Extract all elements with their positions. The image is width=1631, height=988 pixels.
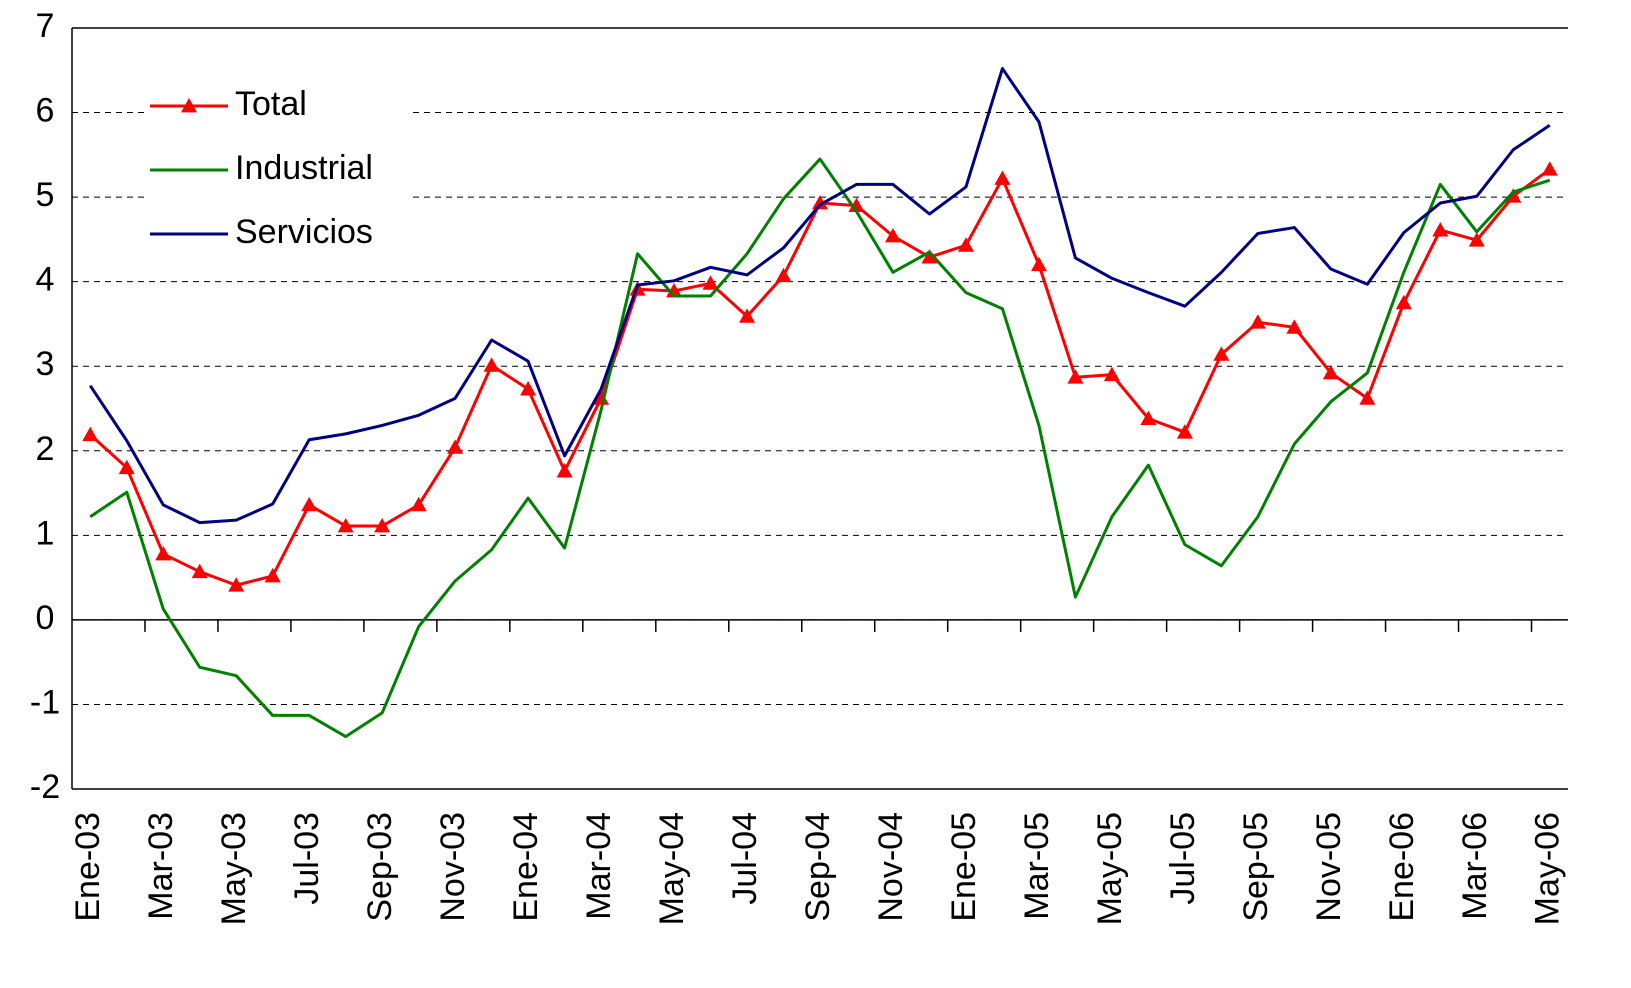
data-point (1030, 256, 1047, 272)
x-tick-label: May-04 (653, 812, 691, 925)
data-point (812, 195, 828, 210)
legend-label: Servicios (235, 213, 373, 251)
data-point (739, 308, 756, 323)
x-tick-label: Jul-03 (288, 812, 326, 905)
data-point (337, 518, 354, 533)
data-point (593, 390, 610, 405)
legend-label: Total (235, 85, 307, 123)
data-point (1286, 319, 1303, 334)
legend-label: Industrial (235, 149, 373, 187)
data-point (1140, 410, 1157, 426)
x-tick-label: Nov-05 (1310, 812, 1348, 922)
data-point (228, 577, 245, 592)
data-point (264, 567, 281, 583)
x-tick-label: Nov-04 (872, 812, 910, 922)
data-point (191, 563, 208, 579)
data-point (374, 518, 391, 533)
x-tick-label: Ene-05 (945, 812, 983, 922)
y-tick-label: 4 (36, 261, 55, 299)
data-point (848, 197, 865, 212)
x-tick-label: Mar-03 (142, 812, 180, 920)
data-point (957, 237, 974, 252)
x-tick-label: Ene-06 (1383, 812, 1421, 922)
data-point (447, 439, 464, 454)
y-tick-label: -1 (30, 683, 60, 721)
x-tick-label: Ene-03 (69, 812, 107, 922)
y-tick-label: 5 (36, 176, 55, 214)
x-tick-label: Sep-03 (361, 812, 399, 922)
data-point (1505, 188, 1522, 203)
data-point (994, 170, 1011, 185)
series-line (89, 157, 1551, 739)
data-point (702, 275, 719, 290)
legend-marker (181, 98, 197, 113)
y-tick-label: 1 (36, 514, 55, 552)
y-tick-label: 0 (36, 599, 55, 637)
x-tick-label: Ene-04 (507, 812, 545, 922)
data-point (1322, 364, 1339, 380)
data-point (1249, 314, 1266, 329)
x-tick-label: Mar-04 (580, 812, 618, 920)
data-point (1213, 346, 1230, 361)
data-point (884, 228, 901, 243)
x-tick-label: Nov-03 (434, 812, 472, 922)
x-tick-label: Jul-05 (1164, 812, 1202, 905)
x-tick-label: Sep-05 (1237, 812, 1275, 922)
data-point (82, 426, 99, 442)
x-tick-label: Jul-04 (726, 812, 764, 905)
data-point (1395, 294, 1412, 310)
y-tick-label: 6 (36, 92, 55, 130)
data-point (1103, 366, 1120, 382)
data-point (520, 381, 537, 396)
series-line (88, 67, 1551, 525)
data-point (155, 545, 172, 561)
data-point (118, 459, 135, 475)
data-point (483, 357, 500, 372)
x-tick-label: Sep-04 (799, 812, 837, 922)
data-point (666, 282, 683, 298)
y-tick-label: -2 (30, 768, 60, 806)
data-point (556, 463, 573, 478)
x-tick-label: Mar-06 (1456, 812, 1494, 920)
data-point (1432, 222, 1449, 237)
data-point (1176, 424, 1193, 439)
data-point (921, 249, 938, 264)
data-point (1067, 369, 1084, 384)
data-point (301, 496, 318, 512)
x-tick-label: May-06 (1529, 812, 1567, 925)
data-point (410, 496, 427, 512)
data-point (1541, 161, 1558, 176)
data-point (1468, 232, 1485, 247)
data-point (1359, 390, 1376, 405)
x-tick-label: May-05 (1091, 812, 1129, 925)
y-tick-label: 2 (36, 430, 55, 468)
x-tick-label: May-03 (215, 812, 253, 925)
y-tick-label: 7 (36, 7, 55, 45)
y-tick-label: 3 (36, 345, 55, 383)
data-point (775, 267, 792, 283)
x-tick-label: Mar-05 (1018, 812, 1056, 920)
